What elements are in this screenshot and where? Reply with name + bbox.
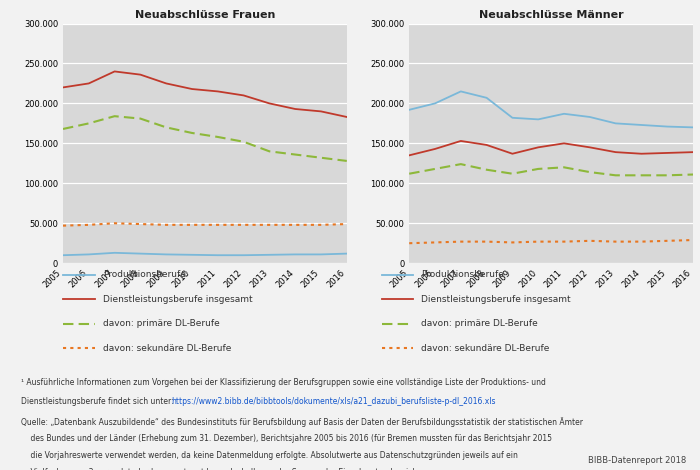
Text: davon: primäre DL-Berufe: davon: primäre DL-Berufe	[421, 319, 538, 329]
Text: ¹ Ausführliche Informationen zum Vorgehen bei der Klassifizierung der Berufsgrup: ¹ Ausführliche Informationen zum Vorgehe…	[21, 378, 546, 387]
Text: davon: sekundäre DL-Berufe: davon: sekundäre DL-Berufe	[421, 344, 550, 353]
Text: Quelle: „Datenbank Auszubildende“ des Bundesinstituts für Berufsbildung auf Basi: Quelle: „Datenbank Auszubildende“ des Bu…	[21, 417, 583, 427]
Title: Neuabschlüsse Frauen: Neuabschlüsse Frauen	[134, 10, 275, 20]
Title: Neuabschlüsse Männer: Neuabschlüsse Männer	[479, 10, 624, 20]
Text: davon: sekundäre DL-Berufe: davon: sekundäre DL-Berufe	[103, 344, 231, 353]
Text: Produktionsberufe: Produktionsberufe	[103, 270, 186, 280]
Text: davon: primäre DL-Berufe: davon: primäre DL-Berufe	[103, 319, 220, 329]
Text: die Vorjahreswerte verwendet werden, da keine Datenmeldung erfolgte. Absolutwert: die Vorjahreswerte verwendet werden, da …	[21, 451, 518, 460]
Text: BIBB-Datenreport 2018: BIBB-Datenreport 2018	[588, 456, 686, 465]
Text: Dienstleistungsberufe insgesamt: Dienstleistungsberufe insgesamt	[103, 295, 253, 304]
Text: https://www2.bibb.de/bibbtools/dokumente/xls/a21_dazubi_berufsliste-p-dl_2016.xl: https://www2.bibb.de/bibbtools/dokumente…	[172, 397, 496, 406]
Text: Dienstleistungsberufe findet sich unter:: Dienstleistungsberufe findet sich unter:	[21, 397, 176, 406]
Text: Vielfaches von 3 gerundet; der Ingesamtwert kann deshalb von der Summe der Einze: Vielfaches von 3 gerundet; der Ingesamtw…	[21, 468, 429, 470]
Text: Produktionsberufe: Produktionsberufe	[421, 270, 504, 280]
Text: des Bundes und der Länder (Erhebung zum 31. Dezember), Berichtsjahre 2005 bis 20: des Bundes und der Länder (Erhebung zum …	[21, 434, 552, 443]
Text: Dienstleistungsberufe insgesamt: Dienstleistungsberufe insgesamt	[421, 295, 571, 304]
